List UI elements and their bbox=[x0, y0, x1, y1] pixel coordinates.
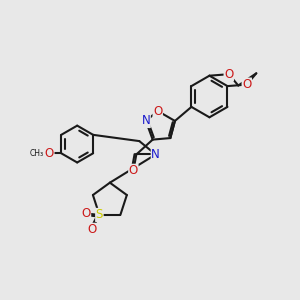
Text: N: N bbox=[142, 114, 150, 128]
Text: O: O bbox=[129, 164, 138, 177]
Text: O: O bbox=[45, 147, 54, 160]
Text: O: O bbox=[87, 223, 97, 236]
Text: O: O bbox=[224, 68, 233, 81]
Text: O: O bbox=[153, 104, 162, 118]
Text: O: O bbox=[242, 78, 251, 91]
Text: CH₃: CH₃ bbox=[29, 149, 44, 158]
Text: N: N bbox=[151, 148, 160, 161]
Text: O: O bbox=[81, 207, 91, 220]
Text: S: S bbox=[96, 208, 103, 221]
